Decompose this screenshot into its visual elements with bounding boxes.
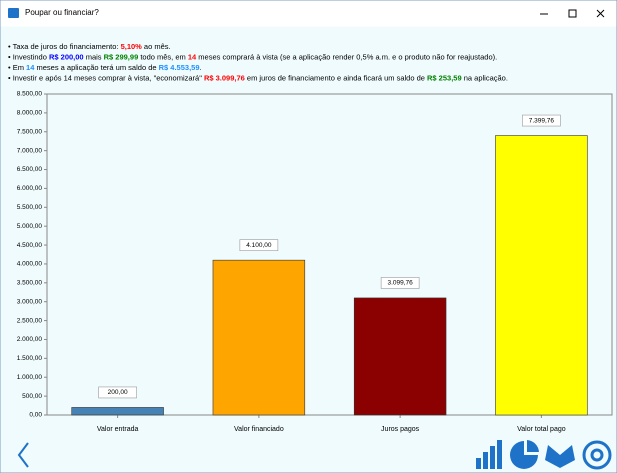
y-tick-label: 2.500,00 xyxy=(17,317,43,324)
value-label-box xyxy=(98,386,137,399)
y-tick-label: 4.500,00 xyxy=(17,242,43,249)
info-segment: R$ 4.553,59 xyxy=(159,63,200,72)
x-tick-label: Juros pagos xyxy=(381,426,420,433)
y-tick-label: 6.000,00 xyxy=(17,185,43,192)
x-tick-label: Valor financiado xyxy=(234,426,284,433)
info-segment: mais xyxy=(84,52,104,61)
y-tick-label: 6.500,00 xyxy=(17,166,43,173)
y-tick-label: 500,00 xyxy=(22,393,42,400)
info-segment: 14 xyxy=(188,52,197,61)
bar-chart-button[interactable] xyxy=(476,440,502,469)
pie-chart-button[interactable] xyxy=(510,440,539,469)
window-title: Poupar ou financiar? xyxy=(25,8,99,17)
value-label: 7.399,76 xyxy=(529,117,555,124)
info-segment: todo mês, em xyxy=(138,52,188,61)
bar xyxy=(495,135,588,416)
y-tick-label: 8.500,00 xyxy=(17,91,43,98)
close-button[interactable] xyxy=(596,9,605,18)
x-tick-label: Valor entrada xyxy=(97,426,139,433)
info-segment: meses comprará à vista (se a aplicação r… xyxy=(196,52,497,61)
info-segment: na aplicação. xyxy=(462,73,508,82)
value-label-box xyxy=(522,114,561,127)
bar xyxy=(353,297,447,416)
info-segment: em juros de financiamento e ainda ficará… xyxy=(245,73,427,82)
y-tick-label: 2.000,00 xyxy=(17,336,43,343)
info-segment: R$ 3.099,76 xyxy=(204,73,245,82)
info-line: • Em 14 meses a aplicação terá um saldo … xyxy=(8,63,202,72)
y-tick-label: 1.000,00 xyxy=(17,374,43,381)
y-tick-label: 8.000,00 xyxy=(17,110,43,117)
y-tick-label: 4.000,00 xyxy=(17,261,43,268)
value-label: 3.099,76 xyxy=(387,280,413,287)
y-tick-label: 7.000,00 xyxy=(17,147,43,154)
info-panel: • Taxa de juros do financiamento: 5,10% … xyxy=(8,42,508,83)
info-segment: R$ 253,59 xyxy=(427,73,462,82)
y-tick-label: 3.500,00 xyxy=(17,280,43,287)
app-icon xyxy=(8,8,19,18)
y-tick-label: 1.500,00 xyxy=(17,355,43,362)
info-line: • Investindo R$ 200,00 mais R$ 299,99 to… xyxy=(8,52,497,61)
value-label-box xyxy=(239,239,279,251)
title-bar xyxy=(0,0,617,27)
info-segment: 5,10% xyxy=(121,42,143,51)
info-segment: R$ 200,00 xyxy=(49,52,84,61)
info-segment: • Investindo xyxy=(8,52,49,61)
bar xyxy=(212,259,306,416)
donut-chart-button[interactable] xyxy=(582,440,612,470)
y-tick-label: 5.500,00 xyxy=(17,204,43,211)
info-segment: meses a aplicação terá um saldo de xyxy=(34,63,158,72)
y-tick-label: 3.000,00 xyxy=(17,298,43,305)
back-button[interactable] xyxy=(17,442,29,468)
info-line: • Investir e após 14 meses comprar à vis… xyxy=(8,73,508,82)
info-segment: • Em xyxy=(8,63,26,72)
value-label-box xyxy=(380,277,420,289)
info-segment: 14 xyxy=(26,63,35,72)
value-label: 4.100,00 xyxy=(246,242,272,249)
info-segment: • Taxa de juros do financiamento: xyxy=(8,42,121,51)
chart: 0,00 500,00 1.000,00 1.500,00 2.000,00 2.500,… xyxy=(17,91,613,433)
bar xyxy=(71,407,164,416)
info-segment: . xyxy=(200,63,202,72)
info-segment: R$ 299,99 xyxy=(104,52,139,61)
info-line: • Taxa de juros do financiamento: 5,10% … xyxy=(8,42,171,51)
y-tick-label: 5.000,00 xyxy=(17,223,43,230)
info-segment: ao mês. xyxy=(142,42,171,51)
maximize-button[interactable] xyxy=(568,9,577,18)
x-tick-label: Valor total pago xyxy=(517,426,566,433)
y-tick-label: 7.500,00 xyxy=(17,128,43,135)
donut-chart-center xyxy=(590,448,604,462)
y-tick-label: 0,00 xyxy=(29,412,42,419)
info-segment: • Investir e após 14 meses comprar à vis… xyxy=(8,73,204,82)
plot-area xyxy=(46,93,613,416)
radar-chart-button[interactable] xyxy=(545,445,575,468)
value-label: 200,00 xyxy=(108,389,128,396)
